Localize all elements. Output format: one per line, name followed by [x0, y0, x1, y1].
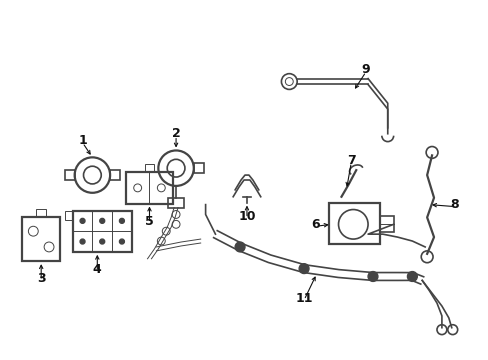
Circle shape — [80, 219, 85, 223]
Text: 9: 9 — [361, 63, 369, 76]
Bar — [22, 217, 60, 261]
Bar — [144, 164, 154, 172]
Bar — [65, 211, 73, 220]
Bar — [193, 163, 203, 173]
Bar — [125, 172, 173, 204]
Text: 6: 6 — [311, 218, 320, 231]
Circle shape — [407, 271, 416, 282]
Circle shape — [299, 264, 308, 274]
Bar — [73, 211, 131, 252]
Bar — [110, 170, 120, 180]
Circle shape — [80, 239, 85, 244]
Text: 10: 10 — [238, 210, 255, 223]
Text: 7: 7 — [346, 154, 355, 167]
Text: 11: 11 — [295, 292, 312, 305]
Text: 4: 4 — [93, 263, 102, 276]
Bar — [36, 209, 46, 217]
Bar — [168, 198, 183, 208]
Circle shape — [100, 219, 104, 223]
Circle shape — [367, 271, 377, 282]
Text: 5: 5 — [145, 215, 154, 228]
Circle shape — [119, 239, 124, 244]
Bar — [328, 203, 379, 244]
Circle shape — [235, 242, 244, 252]
Text: 8: 8 — [449, 198, 458, 211]
Bar — [65, 170, 75, 180]
Bar — [379, 216, 393, 232]
Circle shape — [100, 239, 104, 244]
Text: 2: 2 — [171, 127, 180, 140]
Text: 3: 3 — [37, 273, 45, 285]
Circle shape — [119, 219, 124, 223]
Text: 1: 1 — [78, 134, 87, 147]
